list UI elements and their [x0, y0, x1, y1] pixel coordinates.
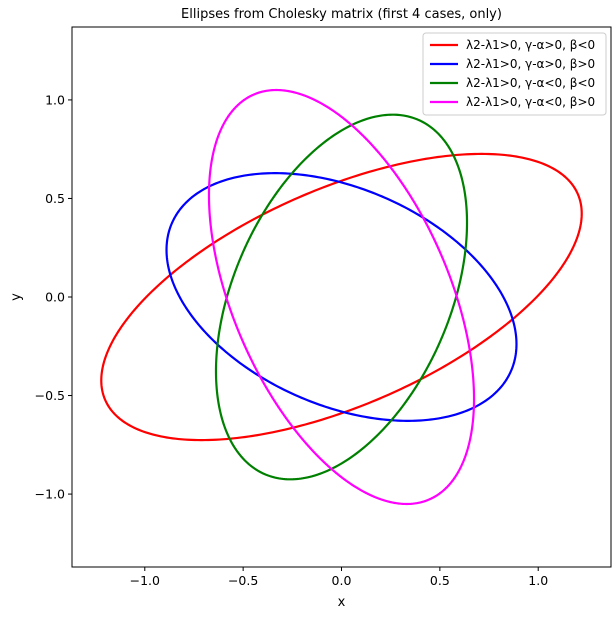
legend-label-4: λ2-λ1>0, γ-α<0, β>0: [466, 95, 595, 109]
x-tick-label: −0.5: [228, 573, 258, 588]
y-tick-label: −0.5: [35, 388, 65, 403]
series-ellipse-1: [100, 152, 583, 442]
series-ellipse-4: [207, 88, 476, 506]
x-axis-ticks: −1.0 −0.5 0.0 0.5 1.0: [130, 567, 548, 588]
series-group: [100, 88, 583, 506]
legend-box: [422, 32, 607, 116]
legend-label-3: λ2-λ1>0, γ-α<0, β<0: [466, 76, 595, 90]
chart-title: Ellipses from Cholesky matrix (first 4 c…: [181, 7, 502, 22]
y-axis-ticks: −1.0 −0.5 0.0 0.5 1.0: [35, 92, 72, 502]
legend: λ2-λ1>0, γ-α>0, β<0 λ2-λ1>0, γ-α>0, β>0 λ2…: [422, 32, 607, 116]
y-tick-label: 0.5: [45, 191, 65, 206]
x-tick-label: 0.0: [332, 573, 352, 588]
y-tick-label: −1.0: [35, 487, 65, 502]
series-ellipse-2: [165, 172, 518, 422]
legend-label-2: λ2-λ1>0, γ-α>0, β>0: [466, 57, 595, 71]
y-axis-label: y: [9, 293, 24, 301]
y-tick-label: 1.0: [45, 92, 65, 107]
x-tick-label: −1.0: [130, 573, 160, 588]
x-tick-label: 1.0: [528, 573, 548, 588]
x-tick-label: 0.5: [430, 573, 450, 588]
series-ellipse-3: [214, 113, 469, 481]
legend-label-1: λ2-λ1>0, γ-α>0, β<0: [466, 38, 595, 52]
y-tick-label: 0.0: [45, 290, 65, 305]
x-axis-label: x: [338, 595, 346, 610]
